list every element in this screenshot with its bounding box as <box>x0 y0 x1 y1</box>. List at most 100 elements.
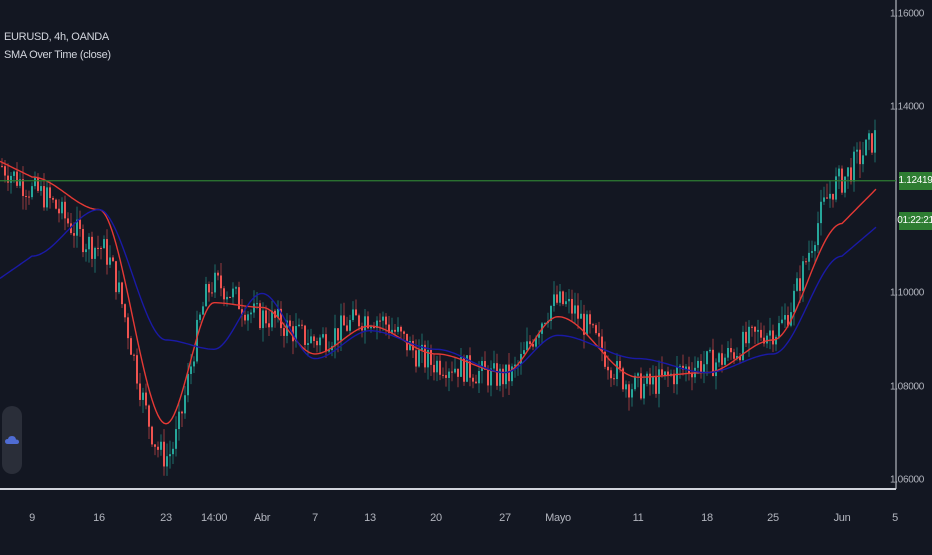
candle-body <box>382 316 384 321</box>
candle-body <box>613 378 615 380</box>
candle-body <box>457 368 459 377</box>
candle-body <box>616 361 618 380</box>
candle-body <box>205 284 207 307</box>
candle-body <box>115 261 117 293</box>
candle-body <box>343 315 345 326</box>
candle-body <box>154 444 156 447</box>
candle-body <box>55 199 57 209</box>
candle-body <box>808 252 810 262</box>
candle-body <box>520 353 522 365</box>
candle-body <box>28 196 30 198</box>
time-tick-label: 9 <box>29 512 35 524</box>
candle-body <box>70 223 72 234</box>
candle-body <box>445 375 447 378</box>
candle-body <box>106 239 108 265</box>
candle-body <box>745 331 747 344</box>
candle-body <box>487 369 489 386</box>
candle-body <box>169 454 171 457</box>
candle-body <box>676 366 678 385</box>
symbol-info[interactable]: EURUSD, 4h, OANDA <box>4 31 109 43</box>
candle-body <box>763 337 765 344</box>
candle-body <box>232 288 234 298</box>
candle-body <box>643 383 645 399</box>
candle-body <box>703 364 705 373</box>
candle-body <box>640 373 642 399</box>
candle-body <box>553 294 555 306</box>
candle-body <box>538 333 540 338</box>
candle-body <box>280 308 282 329</box>
candle-body <box>265 310 267 324</box>
candle-body <box>523 350 525 354</box>
candle-body <box>325 334 327 352</box>
candle-body <box>862 155 864 165</box>
candle-body <box>340 315 342 341</box>
candle-body <box>550 305 552 321</box>
candle-body <box>448 371 450 378</box>
candle-body <box>184 395 186 414</box>
candle-body <box>505 364 507 385</box>
candle-body <box>313 336 315 341</box>
candle-body <box>622 368 624 390</box>
indicator-label[interactable]: SMA Over Time (close) <box>4 49 111 61</box>
candle-body <box>256 303 258 305</box>
candle-body <box>403 331 405 334</box>
candle-body <box>511 366 513 382</box>
candle-body <box>439 360 441 375</box>
candle-body <box>571 298 573 314</box>
time-tick-label: 7 <box>312 512 318 524</box>
candle-body <box>94 247 96 259</box>
price-tick-label: 1.08000 <box>889 381 924 393</box>
candle-body <box>535 337 537 347</box>
candle-body <box>145 392 147 406</box>
candle-body <box>58 208 60 214</box>
candle-body <box>853 151 855 182</box>
candle-body <box>235 287 237 289</box>
time-tick-label: Abr <box>253 512 271 524</box>
candle-body <box>502 368 504 385</box>
candle-body <box>847 167 849 177</box>
current-price-tag[interactable]: 1.12419 <box>898 171 932 190</box>
price-tick-label: 1.10000 <box>889 287 924 299</box>
candle-body <box>577 305 579 319</box>
candle-body <box>337 328 339 341</box>
time-tick-label: Jun <box>833 512 851 524</box>
candle-body <box>514 364 516 367</box>
candle-body <box>19 179 21 186</box>
candle-body <box>478 370 480 384</box>
bar-countdown-tag: 01:22:21 <box>897 211 932 230</box>
candle-body <box>778 323 780 337</box>
candle-body <box>451 371 453 373</box>
candle-body <box>148 405 150 427</box>
candle-body <box>529 341 531 344</box>
candle-body <box>631 389 633 398</box>
candle-body <box>244 314 246 321</box>
candle-body <box>784 315 786 320</box>
price-tick-label: 1.06000 <box>889 474 924 486</box>
candle-body <box>832 193 834 200</box>
candle-body <box>247 314 249 321</box>
candle-body <box>187 373 189 396</box>
candle-body <box>172 448 174 455</box>
candle-body <box>466 355 468 382</box>
time-tick-label: 20 <box>430 512 442 524</box>
candle-body <box>289 320 291 327</box>
candle-body <box>718 353 720 363</box>
candle-body <box>415 350 417 367</box>
tradingview-logo-badge[interactable] <box>2 406 22 474</box>
candle-body <box>211 292 213 294</box>
candle-body <box>364 316 366 331</box>
candle-body <box>43 186 45 208</box>
candle-body <box>826 197 828 199</box>
candle-body <box>139 383 141 400</box>
candle-body <box>151 426 153 445</box>
candle-body <box>721 353 723 365</box>
candle-body <box>418 349 420 367</box>
candle-body <box>100 248 102 250</box>
candle-body <box>463 357 465 382</box>
candle-body <box>61 201 63 214</box>
candle-body <box>268 323 270 328</box>
candle-body <box>724 357 726 365</box>
candle-body <box>385 316 387 325</box>
